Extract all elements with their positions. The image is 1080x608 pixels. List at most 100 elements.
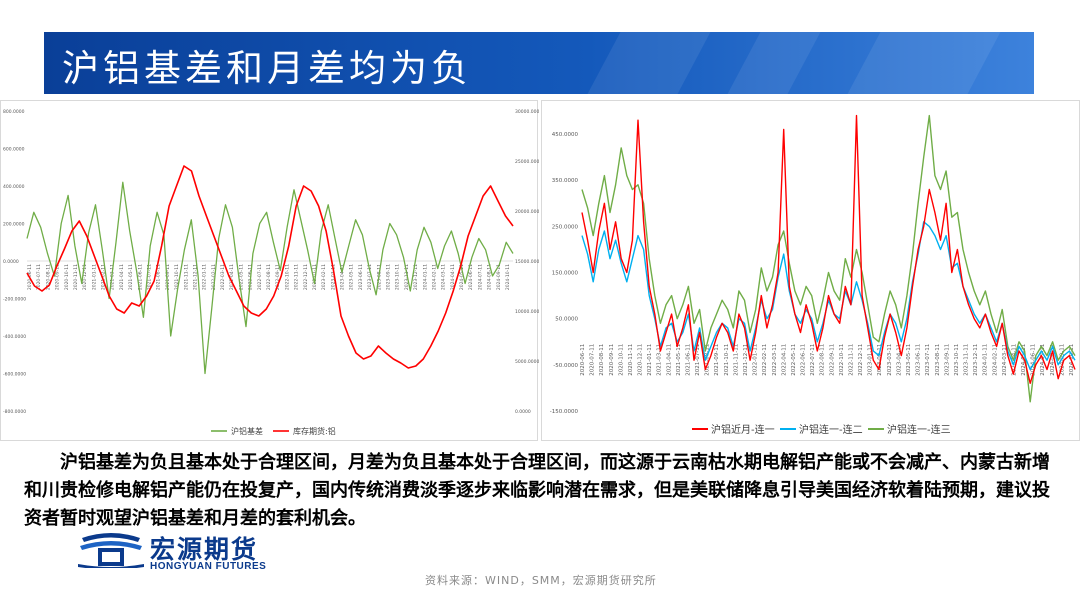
basis-chart-panel: 800.0000 600.0000 400.0000 200.0000 0.0000 -2… [0, 100, 542, 441]
x-tick-label: 2022-05-11 [791, 344, 797, 376]
x-tick-label: 2024-02-11 [431, 264, 437, 290]
x-tick-label: 2021-08-11 [156, 264, 162, 290]
y-left-tick-label: -600.0000 [3, 372, 26, 378]
y-tick-label: 50.0000 [555, 317, 578, 323]
y-tick-label: -50.0000 [553, 363, 578, 369]
y-left-tick-label: 800.0000 [3, 109, 25, 115]
spread-chart-panel: 450.0000 350.0000 250.0000 150.0000 50.0000 -… [541, 100, 1080, 441]
x-tick-label: 2020-12-11 [82, 264, 88, 290]
x-tick-label: 2022-03-11 [220, 264, 226, 290]
x-tick-label: 2022-04-11 [781, 344, 787, 376]
x-tick-label: 2024-03-11 [441, 264, 447, 290]
x-tick-label: 2024-09-11 [1059, 344, 1065, 376]
x-tick-label: 2023-03-11 [887, 344, 893, 376]
legend-label: 沪铝连一-连三 [887, 423, 951, 436]
x-tick-label: 2021-05-11 [676, 344, 682, 376]
series-line-first-vs-second [581, 221, 1076, 371]
series-line-near-vs-first [581, 114, 1076, 384]
x-tick-label: 2021-09-11 [165, 264, 171, 290]
x-tick-label: 2022-01-11 [202, 264, 208, 290]
x-tick-label: 2023-05-11 [349, 264, 355, 290]
x-tick-label: 2020-07-11 [36, 264, 42, 290]
x-tick-label: 2022-09-11 [275, 264, 281, 290]
x-tick-label: 2024-08-11 [1050, 344, 1056, 376]
legend-label: 库存期货:铝 [293, 426, 336, 436]
x-tick-label: 2023-12-11 [413, 264, 419, 290]
x-tick-label: 2021-06-11 [685, 344, 691, 376]
x-tick-label: 2023-10-11 [395, 264, 401, 290]
x-tick-label: 2024-08-11 [487, 264, 493, 290]
x-tick-label: 2022-08-11 [266, 264, 272, 290]
x-tick-label: 2023-03-11 [330, 264, 336, 290]
x-tick-label: 2021-07-11 [147, 264, 153, 290]
x-tick-label: 2020-08-11 [45, 264, 51, 290]
x-tick-label: 2021-09-11 [714, 344, 720, 376]
x-tick-label: 2024-09-11 [496, 264, 502, 290]
x-tick-label: 2024-07-11 [477, 264, 483, 290]
legend-label: 沪铝连一-连二 [799, 423, 863, 436]
month-spread-chart: 450.0000 350.0000 250.0000 150.0000 50.0000 -… [550, 114, 1076, 436]
x-tick-label: 2024-04-11 [450, 264, 456, 290]
x-tick-label: 2024-10-11 [1069, 344, 1075, 376]
x-tick-label: 2020-09-11 [609, 344, 615, 376]
legend-label: 沪铝基差 [231, 426, 263, 436]
y-right-tick-label: 20000.0000 [515, 209, 539, 215]
basis-inventory-chart: 800.0000 600.0000 400.0000 200.0000 0.0000 -2… [3, 109, 542, 436]
x-tick-label: 2021-10-11 [174, 264, 180, 290]
x-tick-label: 2023-09-11 [386, 264, 392, 290]
y-right-tick-label: 10000.0000 [515, 309, 539, 315]
x-tick-label: 2023-06-11 [916, 344, 922, 376]
x-tick-label: 2024-10-11 [505, 264, 511, 290]
x-tick-label: 2024-06-11 [1031, 344, 1037, 376]
x-tick-label: 2023-12-11 [973, 344, 979, 376]
y-left-tick-label: -800.0000 [3, 409, 26, 415]
x-tick-label: 2023-10-11 [954, 344, 960, 376]
x-tick-label: 2023-11-11 [964, 344, 970, 376]
x-tick-label: 2022-10-11 [284, 264, 290, 290]
x-tick-label: 2023-04-11 [340, 264, 346, 290]
x-tick-label: 2023-02-11 [321, 264, 327, 290]
x-tick-label: 2020-08-11 [599, 344, 605, 376]
x-tick-label: 2021-01-11 [91, 264, 97, 290]
y-left-tick-label: 600.0000 [3, 147, 25, 153]
analysis-paragraph: 沪铝基差为负且基本处于合理区间，月差为负且基本处于合理区间，而这源于云南枯水期电… [24, 452, 1050, 529]
banner-stripe [727, 32, 821, 94]
logo-name-cn: 宏源期货 [150, 535, 259, 564]
x-tick-label: 2024-02-11 [992, 344, 998, 376]
x-tick-label: 2022-01-11 [753, 344, 759, 376]
x-tick-label: 2021-10-11 [724, 344, 730, 376]
series-line-first-vs-third [581, 114, 1076, 403]
y-tick-label: -150.0000 [550, 409, 579, 415]
y-left-tick-label: -200.0000 [3, 297, 26, 303]
y-tick-label: 250.0000 [552, 224, 579, 230]
x-tick-label: 2022-02-11 [762, 344, 768, 376]
hongyuan-logo-icon [78, 533, 144, 568]
x-tick-label: 2022-07-11 [257, 264, 263, 290]
x-tick-label: 2021-04-11 [666, 344, 672, 376]
x-tick-label: 2020-09-11 [55, 264, 61, 290]
x-tick-label: 2021-11-11 [183, 264, 189, 290]
series-line-inventory [26, 165, 514, 369]
x-tick-label: 2021-08-11 [705, 344, 711, 376]
x-tick-label: 2022-10-11 [839, 344, 845, 376]
company-logo: 宏源期货 HONGYUAN FUTURES [78, 528, 308, 576]
y-tick-label: 150.0000 [552, 271, 579, 277]
x-tick-label: 2020-11-11 [73, 264, 79, 290]
page-title: 沪铝基差和月差均为负 [62, 47, 472, 90]
x-tick-label: 2021-07-11 [695, 344, 701, 376]
x-tick-label: 2021-01-11 [647, 344, 653, 376]
x-tick-label: 2021-12-11 [743, 344, 749, 376]
y-left-tick-label: 0.0000 [3, 259, 19, 265]
x-tick-label: 2020-10-11 [618, 344, 624, 376]
x-tick-label: 2020-07-11 [590, 344, 596, 376]
logo-name-en: HONGYUAN FUTURES [150, 561, 267, 572]
x-tick-label: 2021-12-11 [192, 264, 198, 290]
x-tick-label: 2020-11-11 [628, 344, 634, 376]
x-tick-label: 2021-05-11 [128, 264, 134, 290]
x-tick-label: 2022-07-11 [810, 344, 816, 376]
y-tick-label: 350.0000 [552, 178, 579, 184]
y-right-tick-label: 5000.0000 [515, 359, 539, 365]
x-tick-label: 2021-03-11 [110, 264, 116, 290]
x-tick-label: 2024-01-11 [422, 264, 428, 290]
x-tick-label: 2022-12-11 [303, 264, 309, 290]
